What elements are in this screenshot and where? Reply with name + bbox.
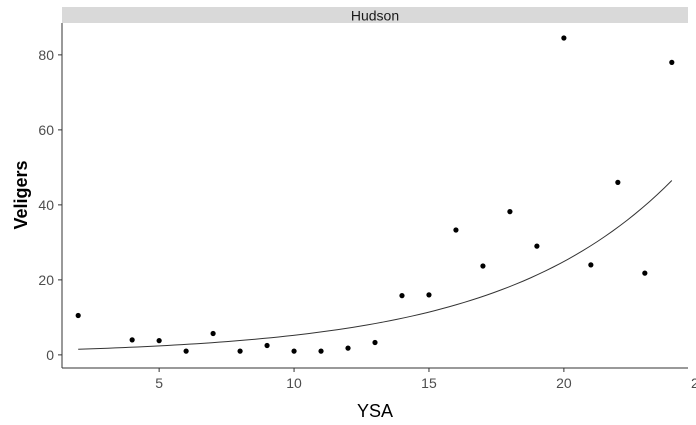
fit-line-layer <box>78 180 673 350</box>
x-tick-label: 15 <box>421 375 437 391</box>
fit-curve <box>78 180 673 350</box>
data-point <box>264 342 270 349</box>
data-point <box>237 348 243 354</box>
y-axis-title: Veligers <box>11 160 31 229</box>
data-point <box>642 270 648 276</box>
data-point <box>480 263 486 269</box>
data-point <box>588 262 594 268</box>
x-axis-title: YSA <box>357 401 393 421</box>
y-tick-label: 0 <box>46 347 54 363</box>
data-point <box>75 312 81 319</box>
data-point <box>399 293 405 299</box>
x-tick-label: 20 <box>556 375 572 391</box>
data-point <box>318 348 324 354</box>
x-tick-label: 25 <box>691 375 696 391</box>
y-axis-ticks: 0 20 40 60 80 <box>38 47 62 363</box>
data-point <box>507 209 513 215</box>
data-point <box>210 330 216 337</box>
y-tick-label: 80 <box>38 47 54 63</box>
facet-strip-label: Hudson <box>351 8 399 24</box>
x-tick-label: 10 <box>286 375 302 391</box>
y-tick-label: 40 <box>38 197 54 213</box>
y-tick-label: 20 <box>38 272 54 288</box>
data-point <box>183 348 189 354</box>
x-axis-ticks: 5 10 15 20 25 <box>155 368 696 391</box>
data-point <box>129 337 135 343</box>
data-point <box>534 243 540 249</box>
data-point <box>453 227 459 233</box>
facet-strip <box>62 7 688 23</box>
data-point <box>426 292 432 298</box>
data-point <box>372 339 378 346</box>
data-point <box>561 35 567 41</box>
data-point <box>291 348 297 354</box>
data-point <box>669 59 675 65</box>
x-tick-label: 5 <box>155 375 163 391</box>
data-point <box>345 345 351 351</box>
data-point <box>615 179 621 185</box>
data-points-layer <box>75 35 675 354</box>
y-tick-label: 60 <box>38 122 54 138</box>
data-point <box>156 338 162 344</box>
